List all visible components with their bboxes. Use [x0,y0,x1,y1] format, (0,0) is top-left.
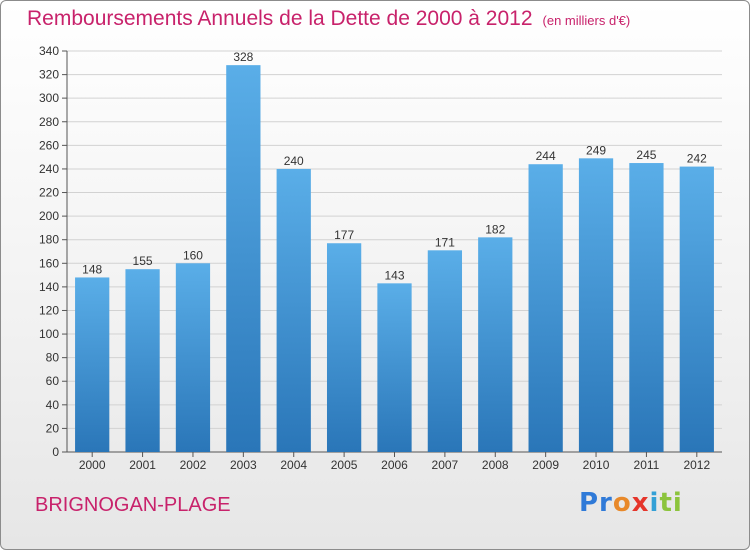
y-tick-label: 200 [39,209,59,223]
value-label-2006: 143 [384,268,404,282]
x-tick-label-2005: 2005 [331,458,358,472]
y-tick-label: 300 [39,91,59,105]
value-label-2008: 182 [485,222,505,236]
bar-2009 [528,164,563,453]
value-label-2000: 148 [82,262,102,276]
bar-2000 [75,277,110,452]
bar-2001 [125,269,160,452]
x-tick-label-2008: 2008 [482,458,509,472]
bar-2011 [629,163,664,452]
x-tick-label-2009: 2009 [532,458,559,472]
value-label-2012: 242 [687,152,707,166]
value-label-2002: 160 [183,248,203,262]
value-label-2004: 240 [284,154,304,168]
y-tick-label: 260 [39,138,59,152]
x-tick-label-2012: 2012 [683,458,710,472]
title-text: Remboursements Annuels de la Dette de 20… [27,7,533,30]
y-tick-label: 40 [46,398,60,412]
y-tick-label: 60 [46,374,60,388]
y-tick-label: 180 [39,233,59,247]
value-label-2001: 155 [133,254,153,268]
bar-2005 [326,243,362,452]
value-label-2005: 177 [334,228,354,242]
y-tick-label: 240 [39,162,59,176]
y-tick-label: 220 [39,186,59,200]
y-tick-label: 280 [39,115,59,129]
logo-part-i: i [649,488,660,518]
y-tick-label: 0 [52,445,59,459]
y-tick-label: 80 [46,351,60,365]
bar-2006 [377,283,412,452]
x-tick-label-2010: 2010 [583,458,610,472]
y-tick-label: 340 [39,44,59,58]
bar-2002 [175,263,211,452]
value-label-2009: 244 [536,149,556,163]
x-tick-label-2002: 2002 [180,458,207,472]
value-label-2007: 171 [435,235,455,249]
y-tick-label: 120 [39,303,59,317]
value-label-2010: 249 [586,143,606,157]
value-label-2011: 245 [636,148,656,162]
x-tick-label-2000: 2000 [79,458,106,472]
y-tick-label: 20 [46,421,60,435]
x-tick-label-2004: 2004 [280,458,307,472]
logo-part-ti: ti [659,488,683,518]
x-tick-label-2003: 2003 [230,458,257,472]
bar-2007 [427,250,463,452]
logo-part-o: o [612,488,632,518]
bars: 148 155 160 328 240 177 143 171 182 244 249 245 242 [75,50,714,453]
bar-2004 [276,168,311,453]
commune-name: BRIGNOGAN-PLAGE [35,494,231,516]
x-tick-label-2011: 2011 [634,458,660,472]
bar-2008 [478,237,513,452]
x-tick-label-2001: 2001 [129,458,156,472]
y-tick-label: 140 [39,280,59,294]
y-tick-label: 160 [39,256,59,270]
y-tick-label: 100 [39,327,59,341]
bar-2003 [226,65,261,452]
proxiti-logo: Proxiti [579,488,683,518]
x-tick-label-2007: 2007 [432,458,459,472]
logo-part-x: x [631,488,650,518]
value-label-2003: 328 [233,50,253,64]
unit-label: (en milliers d'€) [542,13,631,28]
logo-part-pr: Pr [579,488,613,518]
bar-2012 [679,166,714,453]
y-tick-label: 320 [39,68,59,82]
x-axis-ticks: 2000 2001 2002 2003 2004 2005 2006 2007 2008 2009… [79,452,710,472]
y-axis-ticks: 0 20 40 60 80 100 120 140 160 180 200 220 240 260 280 3… [39,44,722,459]
bar-2010 [578,158,614,452]
chart-title: Remboursements Annuels de la Dette de 20… [27,7,630,31]
x-tick-label-2006: 2006 [381,458,408,472]
